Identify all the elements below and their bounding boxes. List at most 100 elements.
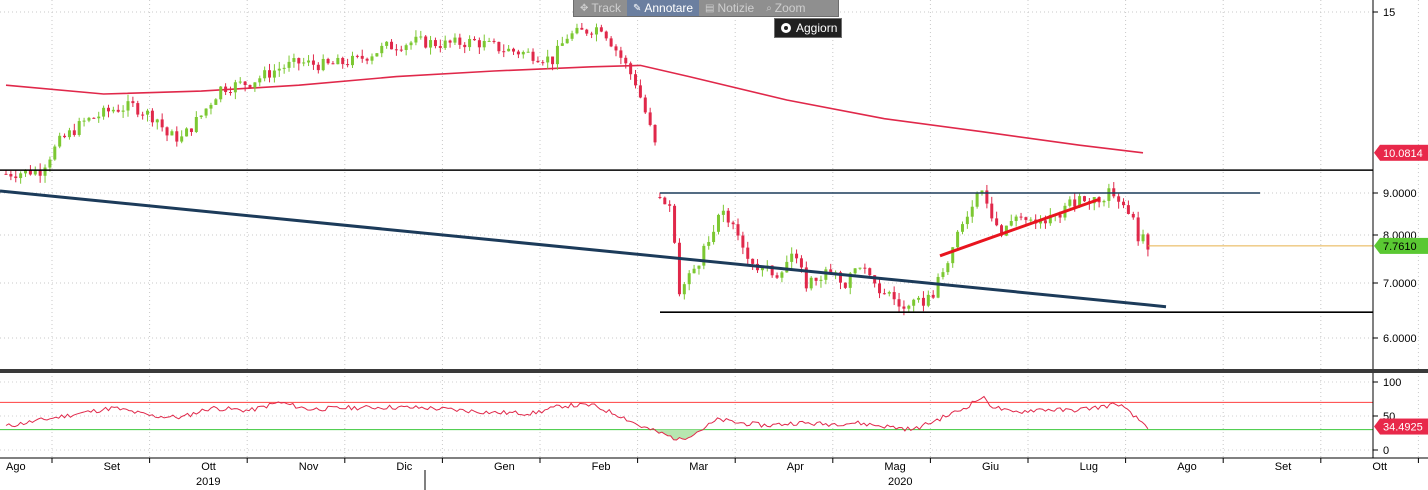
candle-down (390, 41, 394, 50)
candle-down (638, 85, 642, 98)
candle-up (575, 27, 579, 34)
candle-up (594, 27, 598, 35)
candle-up (692, 268, 696, 274)
price-axis-label: 7.0000 (1383, 278, 1417, 290)
candle-up (716, 214, 720, 232)
annotate-button[interactable]: ✎ Annotare (626, 0, 700, 16)
x-axis-label: Ott (1372, 461, 1387, 473)
candle-up (453, 37, 457, 43)
candle-down (512, 48, 516, 52)
candle-down (653, 124, 657, 143)
candle-up (170, 131, 174, 136)
zoom-label: Zoom (774, 1, 806, 15)
candle-up (194, 117, 198, 132)
chart-toolbar: ✥ Track ✎ Annotare ▤ Notizie ⌕ Zoom (573, 0, 839, 17)
candle-up (53, 146, 57, 160)
news-button[interactable]: ▤ Notizie (699, 0, 760, 16)
panel-splitter[interactable] (0, 369, 1428, 373)
candle-down (268, 70, 272, 78)
track-label: Track (591, 1, 621, 15)
x-axis-label: Nov (299, 461, 319, 473)
crosshair-icon: ✥ (580, 2, 589, 14)
track-button[interactable]: ✥ Track (574, 0, 627, 16)
candle-up (336, 57, 340, 65)
candle-down (551, 56, 555, 65)
candle-down (463, 44, 467, 48)
candle-down (751, 258, 755, 264)
candle-up (824, 269, 828, 280)
x-axis-label: Gen (494, 461, 515, 473)
candle-down (614, 46, 618, 51)
candle-up (468, 38, 472, 48)
candle-down (985, 190, 989, 204)
candle-down (1073, 199, 1077, 207)
candle-down (346, 64, 350, 66)
candle-up (282, 67, 286, 69)
candle-up (526, 51, 530, 53)
candle-up (965, 216, 969, 225)
candle-up (887, 292, 891, 294)
candle-up (302, 62, 306, 64)
candle-down (770, 265, 774, 276)
candle-down (868, 268, 872, 276)
candle-up (209, 104, 213, 109)
candle-down (38, 169, 42, 176)
candle-up (507, 48, 511, 52)
candle-down (677, 242, 681, 295)
candle-down (1126, 205, 1130, 214)
candle-down (804, 267, 808, 289)
zoom-button[interactable]: ⌕ Zoom (760, 0, 811, 16)
candle-down (658, 196, 662, 198)
candle-up (307, 60, 311, 63)
candle-up (214, 99, 218, 105)
annotation-layer[interactable] (0, 169, 1373, 313)
candle-down (9, 173, 13, 177)
candle-up (975, 192, 979, 207)
candle-up (321, 58, 325, 71)
refresh-button[interactable]: Aggiorn (774, 18, 842, 38)
candle-up (370, 56, 374, 61)
rsi-value-label: 34.4925 (1383, 422, 1423, 434)
candle-up (180, 136, 184, 142)
candle-down (590, 33, 594, 35)
candle-up (721, 210, 725, 215)
candle-up (146, 110, 150, 115)
candle-up (380, 45, 384, 54)
candle-up (682, 284, 686, 295)
candle-down (316, 64, 320, 71)
candle-down (585, 29, 589, 34)
candle-up (375, 53, 379, 57)
magnifier-icon: ⌕ (766, 2, 772, 14)
candle-up (429, 40, 433, 48)
candle-down (1117, 196, 1121, 202)
candle-down (673, 205, 677, 243)
ma-value-label-bg (1380, 144, 1428, 161)
candle-down (990, 203, 994, 219)
candle-up (970, 206, 974, 217)
candle-up (287, 61, 291, 68)
x-axis-label: Dic (396, 461, 412, 473)
candle-up (219, 86, 223, 100)
candle-down (326, 58, 330, 64)
candle-up (917, 297, 921, 300)
descending-trendline (0, 189, 1167, 309)
candle-down (634, 74, 638, 86)
candle-down (311, 60, 315, 65)
candle-up (419, 36, 423, 38)
candle-up (980, 190, 984, 193)
last-price-label-pointer (1374, 237, 1380, 254)
candle-up (790, 253, 794, 262)
candle-down (609, 38, 613, 47)
candle-down (1131, 213, 1135, 218)
candle-up (858, 267, 862, 269)
candle-down (1000, 225, 1004, 236)
candle-up (1039, 220, 1043, 224)
candle-down (92, 117, 96, 119)
candle-down (160, 119, 164, 128)
candle-down (624, 57, 628, 64)
candle-up (67, 130, 71, 138)
x-axis-label: Apr (787, 461, 804, 473)
candle-down (72, 130, 76, 135)
candle-up (1068, 199, 1072, 206)
